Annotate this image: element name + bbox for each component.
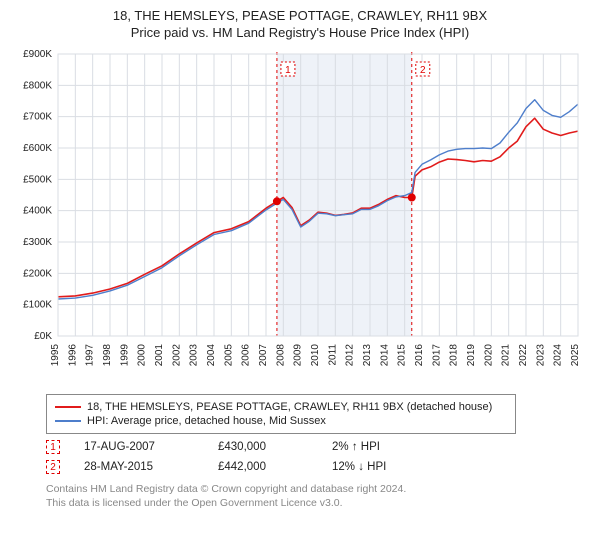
svg-text:2009: 2009	[293, 344, 304, 367]
svg-text:2020: 2020	[483, 344, 494, 367]
chart-container: 18, THE HEMSLEYS, PEASE POTTAGE, CRAWLEY…	[0, 0, 600, 520]
svg-text:2019: 2019	[466, 344, 477, 367]
svg-text:2017: 2017	[431, 344, 442, 367]
legend-label-hpi: HPI: Average price, detached house, Mid …	[87, 415, 326, 427]
svg-text:£100K: £100K	[23, 300, 52, 311]
sale-row-1: 1 17-AUG-2007 £430,000 2% ↑ HPI	[46, 440, 586, 454]
svg-text:2018: 2018	[449, 344, 460, 367]
sale-marker-2: 2	[46, 460, 60, 474]
sale-price-1: £430,000	[218, 441, 308, 453]
legend-label-property: 18, THE HEMSLEYS, PEASE POTTAGE, CRAWLEY…	[87, 401, 492, 413]
svg-text:2011: 2011	[327, 344, 338, 366]
svg-text:2014: 2014	[379, 344, 390, 367]
sale-marker-1: 1	[46, 440, 60, 454]
svg-text:1996: 1996	[67, 344, 78, 367]
svg-text:2002: 2002	[171, 344, 182, 367]
title-line2: Price paid vs. HM Land Registry's House …	[14, 25, 586, 40]
svg-text:£800K: £800K	[23, 80, 52, 91]
svg-text:2006: 2006	[241, 344, 252, 367]
sale-delta-1: 2% ↑ HPI	[332, 441, 380, 453]
svg-text:2000: 2000	[137, 344, 148, 367]
svg-text:2004: 2004	[206, 344, 217, 367]
legend-box: 18, THE HEMSLEYS, PEASE POTTAGE, CRAWLEY…	[46, 394, 516, 434]
svg-text:2007: 2007	[258, 344, 269, 367]
svg-text:1995: 1995	[50, 344, 61, 367]
svg-text:1998: 1998	[102, 344, 113, 367]
sale-row-2: 2 28-MAY-2015 £442,000 12% ↓ HPI	[46, 460, 586, 474]
svg-text:1: 1	[285, 65, 291, 76]
title-block: 18, THE HEMSLEYS, PEASE POTTAGE, CRAWLEY…	[14, 8, 586, 40]
svg-text:£400K: £400K	[23, 206, 52, 217]
svg-text:£500K: £500K	[23, 174, 52, 185]
legend-swatch-hpi	[55, 420, 81, 422]
svg-text:1999: 1999	[119, 344, 130, 367]
svg-text:2012: 2012	[345, 344, 356, 367]
svg-text:2001: 2001	[154, 344, 165, 367]
svg-text:2010: 2010	[310, 344, 321, 367]
footer: Contains HM Land Registry data © Crown c…	[46, 482, 586, 510]
svg-text:£600K: £600K	[23, 143, 52, 154]
sale-delta-2: 12% ↓ HPI	[332, 461, 386, 473]
svg-text:2025: 2025	[570, 344, 581, 367]
legend-item-property: 18, THE HEMSLEYS, PEASE POTTAGE, CRAWLEY…	[55, 401, 507, 413]
svg-text:£300K: £300K	[23, 237, 52, 248]
svg-text:2015: 2015	[397, 344, 408, 367]
svg-text:£0K: £0K	[34, 331, 52, 342]
line-chart: £0K £100K £200K £300K £400K £500K £600K £700K £8…	[14, 46, 586, 386]
svg-text:2016: 2016	[414, 344, 425, 367]
sale-price-2: £442,000	[218, 461, 308, 473]
sale-date-2: 28-MAY-2015	[84, 461, 194, 473]
svg-text:2005: 2005	[223, 344, 234, 367]
svg-text:£900K: £900K	[23, 49, 52, 60]
sales-list: 1 17-AUG-2007 £430,000 2% ↑ HPI 2 28-MAY…	[46, 440, 586, 474]
title-line1: 18, THE HEMSLEYS, PEASE POTTAGE, CRAWLEY…	[14, 8, 586, 23]
footer-line2: This data is licensed under the Open Gov…	[46, 496, 586, 510]
footer-line1: Contains HM Land Registry data © Crown c…	[46, 482, 586, 496]
svg-text:1997: 1997	[85, 344, 96, 367]
svg-text:2021: 2021	[501, 344, 512, 367]
legend-swatch-property	[55, 406, 81, 408]
svg-text:2024: 2024	[553, 344, 564, 367]
svg-text:2008: 2008	[275, 344, 286, 367]
legend-item-hpi: HPI: Average price, detached house, Mid …	[55, 415, 507, 427]
svg-text:£200K: £200K	[23, 268, 52, 279]
svg-text:2023: 2023	[535, 344, 546, 367]
chart-svg: £0K £100K £200K £300K £400K £500K £600K £700K £8…	[14, 46, 586, 386]
svg-text:£700K: £700K	[23, 112, 52, 123]
svg-text:2003: 2003	[189, 344, 200, 367]
svg-text:2: 2	[420, 65, 426, 76]
svg-text:2013: 2013	[362, 344, 373, 367]
sale-date-1: 17-AUG-2007	[84, 441, 194, 453]
svg-text:2022: 2022	[518, 344, 529, 367]
